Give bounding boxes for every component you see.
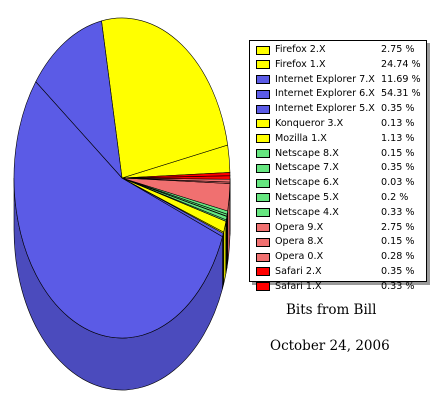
legend-swatch: [256, 237, 270, 247]
legend-entry: Safari 2.X 0.35 %: [250, 265, 426, 280]
legend-entry: Internet Explorer 7.X 11.69 %: [250, 73, 426, 88]
legend-label: Internet Explorer 6.X: [275, 88, 375, 100]
legend-value: 0.2 %: [381, 191, 409, 203]
legend-value: 0.35 %: [381, 162, 415, 174]
pie-slice: [13, 81, 223, 339]
legend-swatch: [256, 178, 270, 188]
legend-swatch: [256, 75, 270, 85]
legend-value: 54.31 %: [381, 88, 421, 100]
legend-entry: Opera 9.X 2.75 %: [250, 221, 426, 236]
pie-chart: [13, 17, 231, 391]
legend: Firefox 2.X 2.75 % Firefox 1.X 24.74 % Inter…: [249, 40, 427, 292]
legend-value: 0.15 %: [381, 236, 415, 248]
legend-swatch: [256, 208, 270, 218]
legend-swatch: [256, 163, 270, 173]
legend-label: Firefox 1.X: [275, 58, 326, 70]
legend-value: 2.75 %: [381, 221, 415, 233]
legend-label: Internet Explorer 7.X: [275, 73, 375, 85]
legend-entry: Internet Explorer 5.X 0.35 %: [250, 102, 426, 117]
legend-entry: Opera 8.X 0.15 %: [250, 235, 426, 250]
legend-label: Opera 9.X: [275, 221, 324, 233]
legend-entry: Konqueror 3.X 0.13 %: [250, 117, 426, 132]
legend-label: Safari 1.X: [275, 280, 322, 292]
pie-slice: [121, 172, 231, 179]
legend-value: 2.75 %: [381, 44, 415, 55]
chart-caption-date: October 24, 2006: [270, 338, 390, 354]
legend-swatch: [256, 89, 270, 99]
legend-entry: Opera 0.X 0.28 %: [250, 250, 426, 265]
chart-caption-title: Bits from Bill: [286, 302, 377, 318]
legend-label: Safari 2.X: [275, 265, 322, 277]
legend-entry: Netscape 4.X 0.33 %: [250, 206, 426, 221]
legend-value: 0.28 %: [381, 251, 415, 263]
legend-label: Netscape 7.X: [275, 162, 339, 174]
legend-label: Internet Explorer 5.X: [275, 103, 375, 115]
legend-swatch: [256, 193, 270, 203]
legend-entry: Firefox 2.X 2.75 %: [250, 43, 426, 58]
legend-value: 0.13 %: [381, 117, 415, 129]
legend-swatch: [256, 119, 270, 129]
pie-slice: [101, 17, 229, 179]
legend-entry: Netscape 7.X 0.35 %: [250, 161, 426, 176]
legend-value: 11.69 %: [381, 73, 421, 85]
legend-label: Firefox 2.X: [275, 44, 326, 55]
legend-value: 24.74 %: [381, 58, 421, 70]
legend-label: Netscape 6.X: [275, 177, 339, 189]
legend-value: 0.35 %: [381, 265, 415, 277]
legend-value: 0.33 %: [381, 280, 415, 292]
legend-swatch: [256, 267, 270, 277]
pie-slice: [35, 20, 123, 179]
legend-swatch: [256, 252, 270, 262]
legend-label: Netscape 8.X: [275, 147, 339, 159]
legend-swatch: [256, 60, 270, 70]
legend-swatch: [256, 223, 270, 233]
legend-entry: Netscape 5.X 0.2 %: [250, 191, 426, 206]
legend-entry: Firefox 1.X 24.74 %: [250, 58, 426, 73]
legend-label: Mozilla 1.X: [275, 132, 327, 144]
legend-swatch: [256, 282, 270, 292]
legend-entry: Safari 1.X 0.33 %: [250, 280, 426, 295]
legend-value: 0.33 %: [381, 206, 415, 218]
legend-label: Konqueror 3.X: [275, 117, 344, 129]
legend-value: 0.03 %: [381, 177, 415, 189]
legend-swatch: [256, 149, 270, 159]
legend-label: Opera 8.X: [275, 236, 324, 248]
legend-entry: Netscape 8.X 0.15 %: [250, 147, 426, 162]
legend-entry: Netscape 6.X 0.03 %: [250, 176, 426, 191]
legend-value: 0.35 %: [381, 103, 415, 115]
legend-swatch: [256, 134, 270, 144]
legend-label: Netscape 4.X: [275, 206, 339, 218]
legend-entry: Mozilla 1.X 1.13 %: [250, 132, 426, 147]
legend-entry: Internet Explorer 6.X 54.31 %: [250, 87, 426, 102]
legend-value: 0.15 %: [381, 147, 415, 159]
legend-label: Netscape 5.X: [275, 191, 339, 203]
legend-swatch: [256, 104, 270, 114]
legend-swatch: [256, 45, 270, 55]
legend-value: 1.13 %: [381, 132, 415, 144]
legend-label: Opera 0.X: [275, 251, 324, 263]
